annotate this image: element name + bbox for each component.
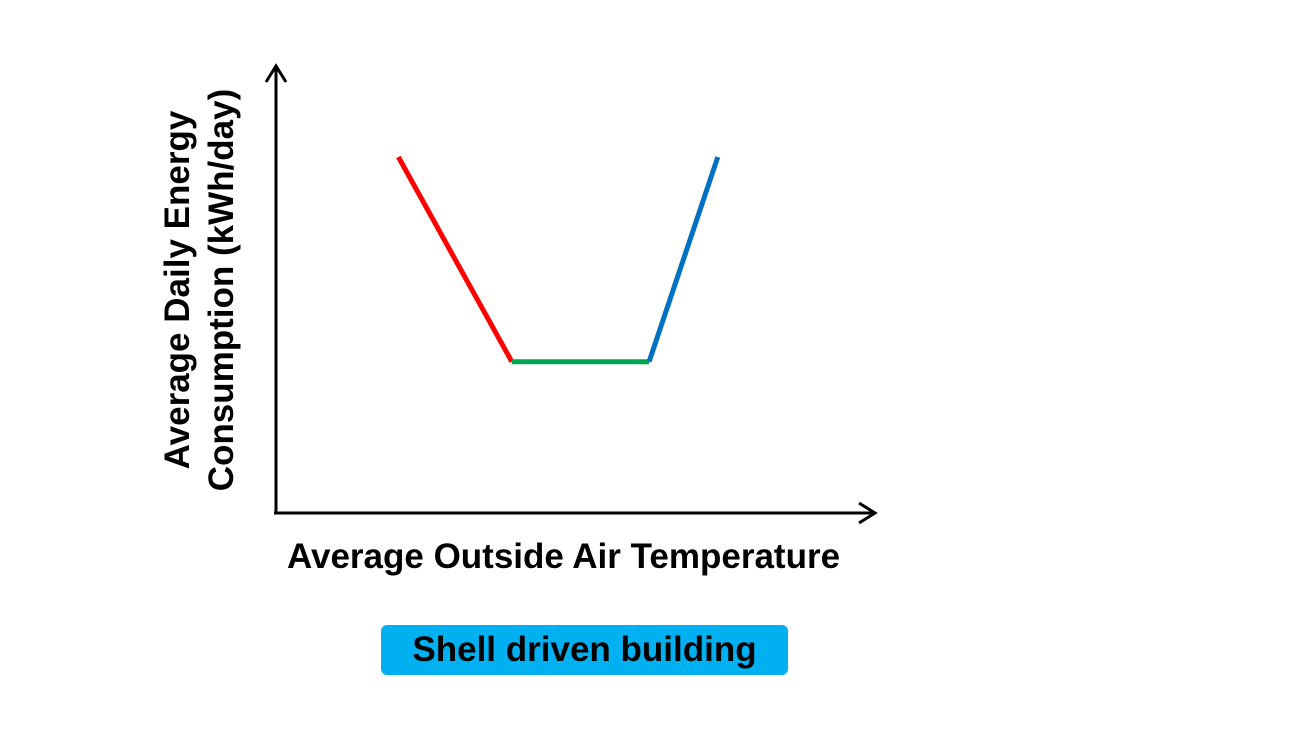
y-axis-arrowhead — [264, 63, 288, 83]
y-axis-label-line-2: Consumption (kWh/day) — [202, 88, 241, 492]
series-line-heating — [396, 155, 514, 363]
y-axis-label-line-1: Average Daily Energy — [158, 110, 197, 470]
caption-badge: Shell driven building — [381, 625, 788, 675]
series-layer — [396, 155, 721, 365]
series-line-cooling — [646, 156, 721, 363]
x-axis-label: Average Outside Air Temperature — [287, 537, 841, 576]
axes — [264, 63, 878, 525]
x-axis-arrowhead — [858, 501, 878, 525]
y-axis-label: Average Daily Energy Consumption (kWh/da… — [156, 89, 244, 491]
